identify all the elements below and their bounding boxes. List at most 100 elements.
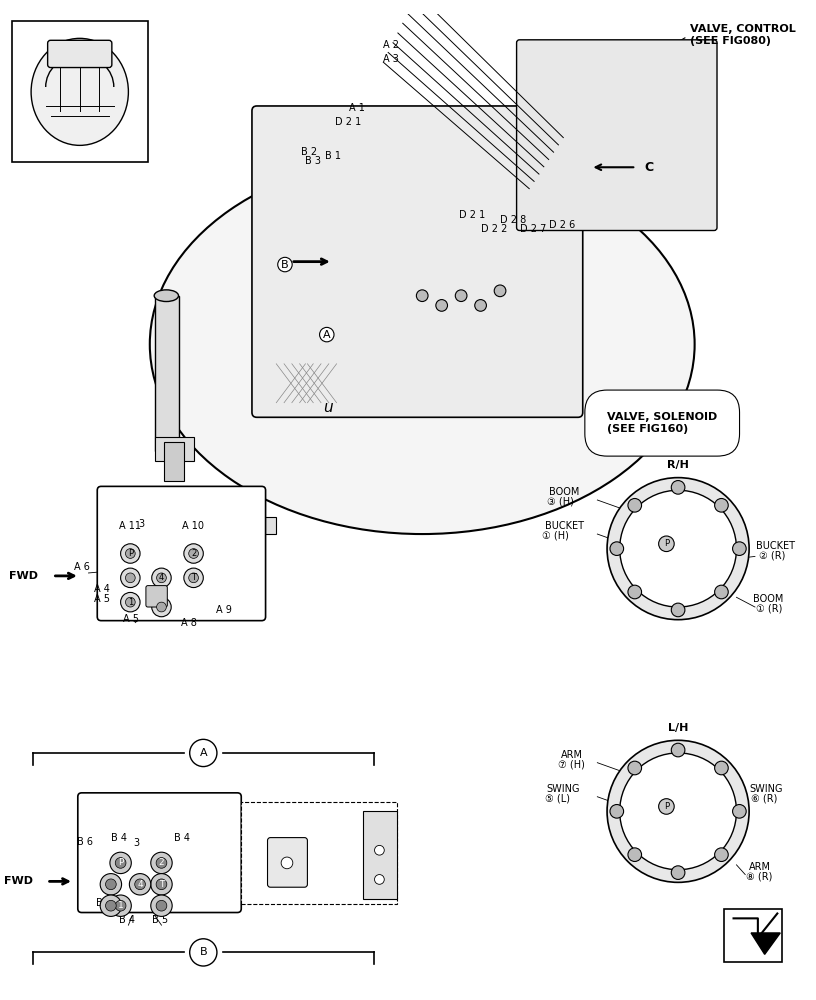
Text: BOOM: BOOM [753,594,783,604]
Circle shape [628,585,641,599]
FancyBboxPatch shape [146,586,167,607]
Text: ③ (H): ③ (H) [547,497,574,507]
Text: A 8: A 8 [181,618,197,628]
Text: B 6: B 6 [77,837,93,847]
Text: T: T [719,840,725,850]
Ellipse shape [154,290,179,302]
Circle shape [610,805,623,818]
Text: D 2 8: D 2 8 [500,215,526,225]
Circle shape [115,858,126,868]
Circle shape [733,542,746,555]
Text: SWING: SWING [547,784,580,794]
Text: A 2: A 2 [384,40,399,50]
Ellipse shape [31,38,128,145]
Circle shape [156,900,166,911]
Circle shape [188,573,198,583]
Circle shape [151,874,172,895]
Circle shape [672,481,685,494]
Text: A 4: A 4 [95,584,110,594]
Circle shape [100,874,122,895]
Text: D 2 6: D 2 6 [548,220,575,230]
Bar [155,437,193,461]
Circle shape [189,939,217,966]
FancyBboxPatch shape [268,838,308,887]
FancyBboxPatch shape [78,793,242,913]
Bar [247,517,277,534]
Circle shape [115,900,126,911]
Circle shape [672,743,685,757]
Circle shape [157,602,166,612]
FancyBboxPatch shape [517,40,717,231]
Bar [11,21,148,162]
Text: ⑧ (R): ⑧ (R) [746,871,773,881]
Text: FWD: FWD [9,571,38,581]
Text: ① (H): ① (H) [542,531,569,541]
Circle shape [126,597,135,607]
Text: B: B [199,947,207,957]
Bar [242,802,397,904]
Text: 4: 4 [137,880,143,889]
Text: R/H: R/H [667,460,689,470]
Circle shape [188,549,198,558]
Bar [363,811,397,899]
Circle shape [121,592,140,612]
Text: BUCKET: BUCKET [756,541,795,551]
Text: B 4: B 4 [96,898,113,908]
Text: B 4: B 4 [118,915,135,925]
Text: ⑤ (L): ⑤ (L) [545,794,570,804]
Circle shape [100,895,122,916]
Circle shape [619,753,737,870]
Text: P: P [118,858,123,867]
Circle shape [715,498,728,512]
Circle shape [455,290,467,302]
Circle shape [659,536,674,552]
Circle shape [152,597,171,617]
Circle shape [126,573,135,583]
Text: B 1: B 1 [325,151,341,161]
Text: A 5: A 5 [95,594,110,604]
Text: ② (R): ② (R) [759,550,785,560]
Circle shape [184,544,203,563]
Circle shape [607,740,749,882]
Text: A 11: A 11 [118,521,140,531]
Text: B 4: B 4 [111,833,126,843]
Text: P: P [664,802,669,811]
Text: L/H: L/H [668,723,688,733]
Bar [164,442,184,481]
Text: B 3: B 3 [305,156,322,166]
Text: A 1: A 1 [349,103,365,113]
Circle shape [126,549,135,558]
Polygon shape [751,933,780,954]
Circle shape [121,568,140,588]
Circle shape [628,498,641,512]
Text: u: u [323,400,333,415]
Text: SWING: SWING [749,784,783,794]
Text: D 2 1: D 2 1 [335,117,361,127]
Circle shape [715,761,728,775]
FancyBboxPatch shape [47,40,112,68]
Circle shape [121,544,140,563]
Text: B 5: B 5 [152,915,168,925]
Text: 1: 1 [128,598,133,607]
Circle shape [282,857,293,869]
Circle shape [610,542,623,555]
Text: A: A [323,330,330,340]
Circle shape [619,490,737,607]
Text: A: A [199,748,207,758]
Circle shape [607,478,749,620]
Circle shape [130,874,151,895]
Text: ① (R): ① (R) [756,604,783,614]
Text: D 2 2: D 2 2 [481,224,507,234]
Bar [155,296,179,451]
Circle shape [375,875,384,884]
Text: T: T [191,573,196,582]
Text: 3: 3 [133,838,140,848]
Text: BOOM: BOOM [548,487,579,497]
Circle shape [628,848,641,861]
Circle shape [110,895,131,916]
Text: 3: 3 [138,519,144,529]
Circle shape [659,799,674,814]
Circle shape [151,895,172,916]
Ellipse shape [150,155,694,534]
Text: ⑥ (R): ⑥ (R) [751,794,778,804]
